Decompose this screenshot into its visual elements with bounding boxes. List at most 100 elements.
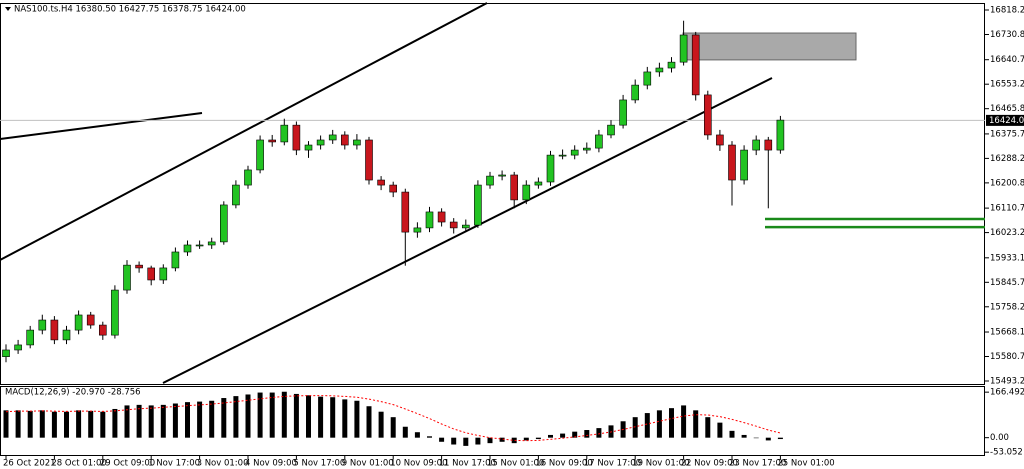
- macd-bar: [318, 396, 324, 438]
- candle-body: [38, 319, 47, 331]
- macd-bar: [342, 399, 348, 438]
- candle-body: [207, 241, 216, 246]
- candle-body: [340, 134, 349, 146]
- candle-body: [510, 174, 519, 201]
- candle-body: [655, 67, 664, 73]
- y-tick-label: 15758.25: [990, 302, 1024, 312]
- candle-body: [728, 144, 736, 181]
- candle-body: [220, 204, 228, 243]
- candle-body: [135, 264, 143, 269]
- macd-bar: [269, 392, 275, 438]
- macd-bar: [51, 411, 57, 438]
- x-tick-label: 22 Nov 09:00: [681, 459, 738, 469]
- candle-body: [183, 244, 192, 253]
- x-tick-label: 25 Nov 01:00: [777, 459, 834, 469]
- macd-bar: [656, 410, 662, 438]
- x-tick-label: 19 Nov 01:00: [632, 459, 689, 469]
- candle-body: [389, 184, 398, 193]
- macd-bar: [390, 417, 396, 438]
- macd-bar: [3, 410, 9, 438]
- candle-body: [195, 244, 204, 247]
- candle-body: [413, 227, 422, 233]
- macd-bar: [148, 405, 154, 438]
- macd-bar: [245, 394, 251, 438]
- menu-triangle: [5, 7, 11, 11]
- macd-bar: [451, 437, 457, 445]
- candle-body: [534, 181, 543, 186]
- candle-body: [667, 61, 676, 69]
- macd-bar: [15, 410, 21, 438]
- candle-body: [328, 134, 337, 141]
- macd-bar: [487, 437, 493, 444]
- y-tick-label: 16200.80: [990, 178, 1024, 188]
- x-tick-label: 15 Nov 01:00: [487, 459, 544, 469]
- candle-body: [643, 71, 652, 86]
- macd-bar: [185, 402, 190, 438]
- candle-body: [14, 344, 22, 351]
- candle-body: [631, 84, 640, 101]
- candle-body: [401, 191, 410, 233]
- macd-bar: [160, 404, 166, 438]
- y-tick-label: 0.00: [990, 433, 1009, 443]
- main-panel-frame: [0, 3, 985, 385]
- macd-bar: [293, 393, 299, 438]
- y-tick-label: 15933.15: [990, 253, 1024, 263]
- y-tick-label: 16288.25: [990, 154, 1024, 164]
- candle-body: [498, 174, 506, 177]
- candle-body: [437, 211, 446, 223]
- candle-body: [703, 94, 712, 136]
- macd-bar: [535, 437, 541, 440]
- x-tick-label: 5 Nov 17:00: [293, 459, 345, 469]
- macd-bar: [523, 437, 529, 441]
- macd-bar: [475, 437, 481, 445]
- candle-body: [50, 319, 59, 341]
- macd-bar: [717, 422, 723, 438]
- candle-body: [607, 124, 615, 136]
- macd-bar: [439, 437, 445, 442]
- chart-title: NAS100.ts.H4 16380.50 16427.75 16378.75 …: [14, 5, 246, 15]
- candle-body: [111, 289, 119, 336]
- y-tick-label: 16375.70: [990, 129, 1024, 139]
- macd-bar: [100, 411, 106, 438]
- candle-body: [752, 139, 761, 151]
- trend-line: [0, 112, 203, 140]
- x-tick-label: 29 Oct 09:00: [100, 459, 155, 469]
- candle-body: [86, 314, 95, 326]
- supply-zone: [682, 32, 857, 61]
- y-tick-label: -53.052: [990, 448, 1023, 458]
- y-tick-label: 166.492: [990, 388, 1024, 398]
- candle-body: [292, 124, 301, 151]
- candle-body: [716, 134, 724, 146]
- macd-bar: [197, 401, 203, 438]
- macd-bar: [427, 436, 432, 438]
- candle-body: [256, 139, 264, 171]
- signal-line: [5, 395, 781, 442]
- y-tick-label: 16730.80: [990, 30, 1024, 40]
- candle-body: [570, 149, 579, 156]
- x-tick-label: 17 Nov 17:00: [584, 459, 641, 469]
- candle-body: [232, 184, 240, 206]
- macd-bar: [669, 408, 674, 438]
- macd-bar: [572, 431, 578, 438]
- macd-bar: [414, 432, 420, 438]
- candle-body: [619, 99, 627, 126]
- macd-bar: [644, 413, 650, 438]
- candle-body: [740, 149, 748, 181]
- candle-body: [159, 267, 168, 281]
- macd-panel-frame: [0, 386, 985, 456]
- macd-bar: [402, 426, 408, 438]
- y-tick-label: 15493.25: [990, 376, 1024, 386]
- candle-body: [74, 314, 83, 331]
- candle-body: [316, 139, 325, 146]
- x-tick-label: 23 Nov 17:00: [729, 459, 786, 469]
- candle-body: [26, 329, 35, 346]
- macd-bar: [124, 405, 130, 438]
- macd-bar: [729, 430, 735, 438]
- macd-bar: [753, 437, 759, 439]
- channel-lower-line: [162, 77, 773, 384]
- x-tick-label: 16 Nov 09:00: [535, 459, 592, 469]
- candle-body: [582, 147, 591, 151]
